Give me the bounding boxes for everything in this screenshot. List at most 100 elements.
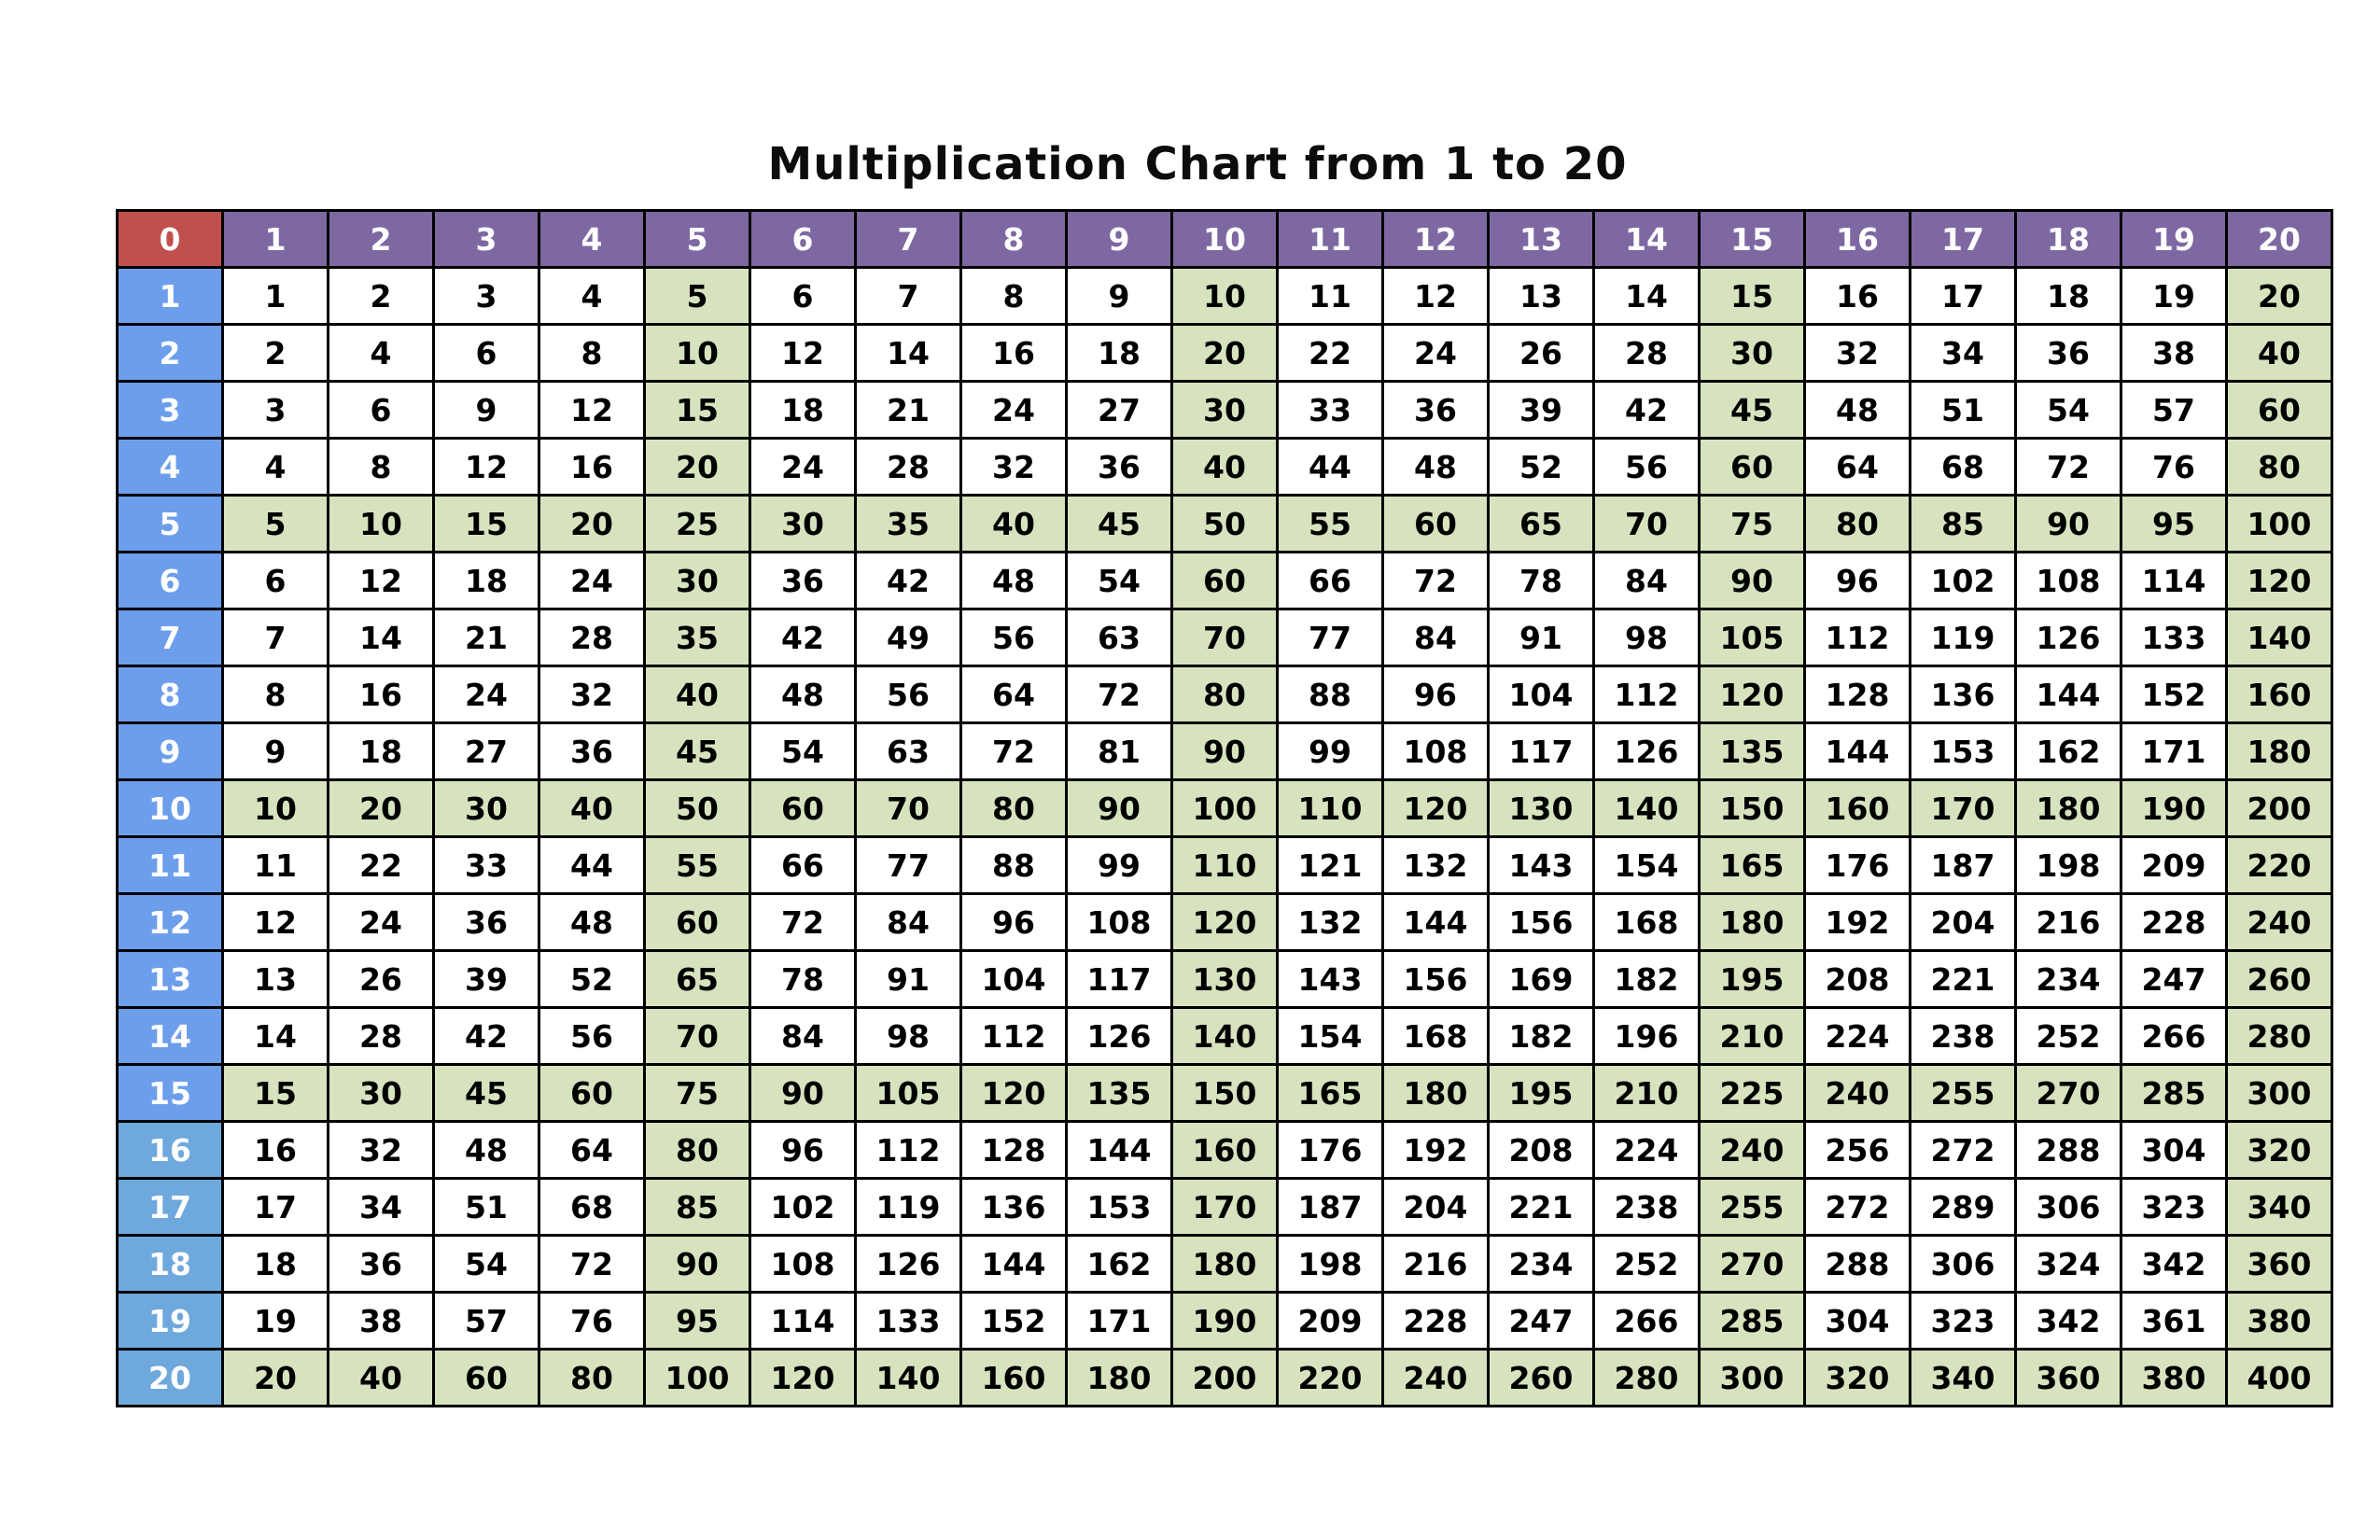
product-cell: 10 <box>327 494 435 553</box>
product-cell: 15 <box>643 380 751 440</box>
product-cell: 272 <box>1803 1177 1911 1237</box>
table-row: 12 12 24 36 48 60 72 84 96 108 120 132 144 156 168 180 1… <box>116 892 2333 952</box>
product-cell: 12 <box>432 437 540 497</box>
product-cell: 72 <box>749 892 857 952</box>
product-cell: 51 <box>1909 380 2017 440</box>
product-cell: 160 <box>2225 665 2333 724</box>
product-cell: 234 <box>1487 1234 1595 1294</box>
product-cell: 50 <box>643 778 751 838</box>
product-cell: 48 <box>1381 437 1490 497</box>
product-cell: 285 <box>2120 1063 2228 1123</box>
product-cell: 132 <box>1381 835 1490 895</box>
column-header-cell: 18 <box>2014 209 2122 269</box>
product-cell: 240 <box>2225 892 2333 952</box>
product-cell: 40 <box>959 494 1068 553</box>
table-row: 19 19 38 57 76 95 114 133 152 171 190 209 228 247 266 2… <box>116 1291 2333 1351</box>
product-cell: 255 <box>1698 1177 1806 1237</box>
product-cell: 18 <box>1065 323 1173 383</box>
product-cell: 6 <box>221 551 329 610</box>
product-cell: 48 <box>432 1120 540 1180</box>
product-cell: 171 <box>2120 721 2228 781</box>
product-cell: 90 <box>1065 778 1173 838</box>
row-header-cell: 20 <box>116 1348 224 1407</box>
column-header-cell: 9 <box>1065 209 1173 269</box>
product-cell: 96 <box>1803 551 1911 610</box>
product-cell: 36 <box>538 721 646 781</box>
page-title: Multiplication Chart from 1 to 20 <box>767 138 1628 190</box>
product-cell: 4 <box>538 266 646 326</box>
column-header-cell: 13 <box>1487 209 1595 269</box>
product-cell: 28 <box>1592 323 1701 383</box>
product-cell: 192 <box>1381 1120 1490 1180</box>
row-header-cell: 8 <box>116 665 224 724</box>
product-cell: 320 <box>1803 1348 1911 1407</box>
product-cell: 108 <box>1381 721 1490 781</box>
product-cell: 80 <box>959 778 1068 838</box>
product-cell: 182 <box>1592 949 1701 1009</box>
product-cell: 9 <box>1065 266 1173 326</box>
product-cell: 7 <box>221 608 329 667</box>
product-cell: 130 <box>1487 778 1595 838</box>
product-cell: 6 <box>749 266 857 326</box>
table-row: 14 14 28 42 56 70 84 98 112 126 140 154 168 182 196 210… <box>116 1006 2333 1066</box>
product-cell: 44 <box>1276 437 1384 497</box>
product-cell: 45 <box>1065 494 1173 553</box>
product-cell: 340 <box>2225 1177 2333 1237</box>
product-cell: 280 <box>1592 1348 1701 1407</box>
product-cell: 24 <box>327 892 435 952</box>
row-header-cell: 18 <box>116 1234 224 1294</box>
product-cell: 195 <box>1698 949 1806 1009</box>
product-cell: 100 <box>2225 494 2333 553</box>
product-cell: 126 <box>1592 721 1701 781</box>
product-cell: 126 <box>2014 608 2122 667</box>
product-cell: 13 <box>221 949 329 1009</box>
product-cell: 220 <box>2225 835 2333 895</box>
product-cell: 98 <box>1592 608 1701 667</box>
product-cell: 48 <box>1803 380 1911 440</box>
row-header-cell: 2 <box>116 323 224 383</box>
product-cell: 12 <box>1381 266 1490 326</box>
product-cell: 56 <box>1592 437 1701 497</box>
product-cell: 63 <box>854 721 962 781</box>
product-cell: 168 <box>1592 892 1701 952</box>
product-cell: 165 <box>1698 835 1806 895</box>
product-cell: 21 <box>432 608 540 667</box>
product-cell: 210 <box>1592 1063 1701 1123</box>
product-cell: 60 <box>432 1348 540 1407</box>
column-header-cell: 2 <box>327 209 435 269</box>
product-cell: 126 <box>854 1234 962 1294</box>
product-cell: 120 <box>1698 665 1806 724</box>
product-cell: 16 <box>1803 266 1911 326</box>
product-cell: 255 <box>1909 1063 2017 1123</box>
product-cell: 10 <box>643 323 751 383</box>
product-cell: 361 <box>2120 1291 2228 1351</box>
product-cell: 70 <box>854 778 962 838</box>
product-cell: 20 <box>2225 266 2333 326</box>
product-cell: 34 <box>327 1177 435 1237</box>
product-cell: 360 <box>2225 1234 2333 1294</box>
table-row: 18 18 36 54 72 90 108 126 144 162 180 198 216 234 252 2… <box>116 1234 2333 1294</box>
product-cell: 198 <box>2014 835 2122 895</box>
product-cell: 300 <box>2225 1063 2333 1123</box>
product-cell: 160 <box>1803 778 1911 838</box>
column-header-cell: 20 <box>2225 209 2333 269</box>
product-cell: 42 <box>749 608 857 667</box>
product-cell: 84 <box>854 892 962 952</box>
product-cell: 3 <box>221 380 329 440</box>
product-cell: 30 <box>1170 380 1279 440</box>
product-cell: 56 <box>959 608 1068 667</box>
column-header-cell: 16 <box>1803 209 1911 269</box>
product-cell: 272 <box>1909 1120 2017 1180</box>
product-cell: 221 <box>1487 1177 1595 1237</box>
product-cell: 120 <box>959 1063 1068 1123</box>
product-cell: 84 <box>1381 608 1490 667</box>
product-cell: 152 <box>959 1291 1068 1351</box>
product-cell: 48 <box>538 892 646 952</box>
product-cell: 171 <box>1065 1291 1173 1351</box>
product-cell: 20 <box>221 1348 329 1407</box>
product-cell: 224 <box>1592 1120 1701 1180</box>
product-cell: 24 <box>538 551 646 610</box>
product-cell: 90 <box>2014 494 2122 553</box>
product-cell: 8 <box>221 665 329 724</box>
product-cell: 136 <box>959 1177 1068 1237</box>
